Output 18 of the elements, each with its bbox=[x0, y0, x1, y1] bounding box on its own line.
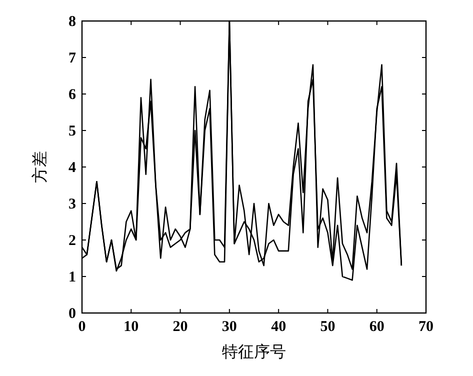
x-tick-label: 70 bbox=[418, 319, 434, 335]
y-tick-label: 5 bbox=[68, 124, 76, 140]
y-tick-label: 7 bbox=[68, 50, 76, 66]
y-tick-label: 4 bbox=[68, 160, 76, 176]
y-tick-label: 1 bbox=[68, 270, 76, 286]
y-tick-label: 0 bbox=[68, 306, 76, 322]
y-tick-label: 2 bbox=[68, 233, 76, 249]
x-tick-label: 50 bbox=[320, 319, 336, 335]
x-tick-label: 40 bbox=[271, 319, 286, 335]
y-tick-label: 8 bbox=[68, 14, 76, 30]
x-tick-label: 60 bbox=[369, 319, 384, 335]
y-axis-title: 方差 bbox=[31, 151, 49, 183]
y-tick-label: 6 bbox=[68, 87, 76, 103]
x-axis-title: 特征序号 bbox=[222, 343, 286, 361]
y-tick-label: 3 bbox=[68, 196, 76, 212]
x-tick-label: 10 bbox=[124, 319, 139, 335]
x-tick-label: 20 bbox=[172, 319, 188, 335]
x-tick-label: 30 bbox=[222, 319, 237, 335]
